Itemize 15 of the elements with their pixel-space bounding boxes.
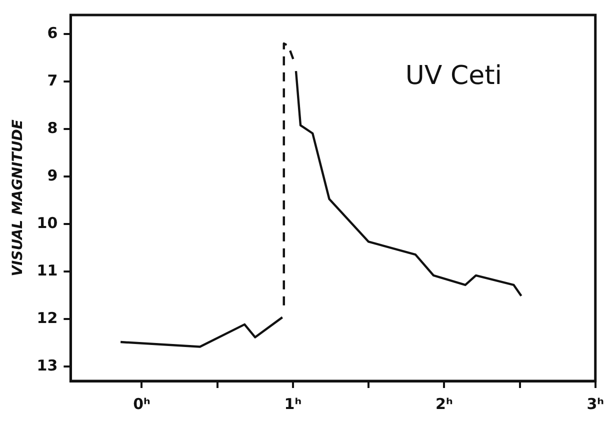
x-tick-label: 0ʰ [133,394,151,413]
x-tick-label: 3ʰ [586,394,604,413]
y-tick-label: 12 [36,309,58,328]
y-axis-title: VISUAL MAGNITUDE [10,119,26,276]
y-tick-label: 8 [47,118,58,137]
y-tick-label: 11 [36,262,58,280]
x-tick-label: 1ʰ [284,394,302,413]
y-tick-label: 7 [47,71,58,90]
annotation: UV Ceti [405,60,502,91]
y-tick-label: 13 [36,356,58,375]
x-tick-label: 2ʰ [436,394,453,413]
y-tick-label: 10 [36,214,58,232]
line-series [282,42,296,307]
y-tick-label: 6 [47,24,58,42]
y-tick-label: 9 [47,166,58,184]
